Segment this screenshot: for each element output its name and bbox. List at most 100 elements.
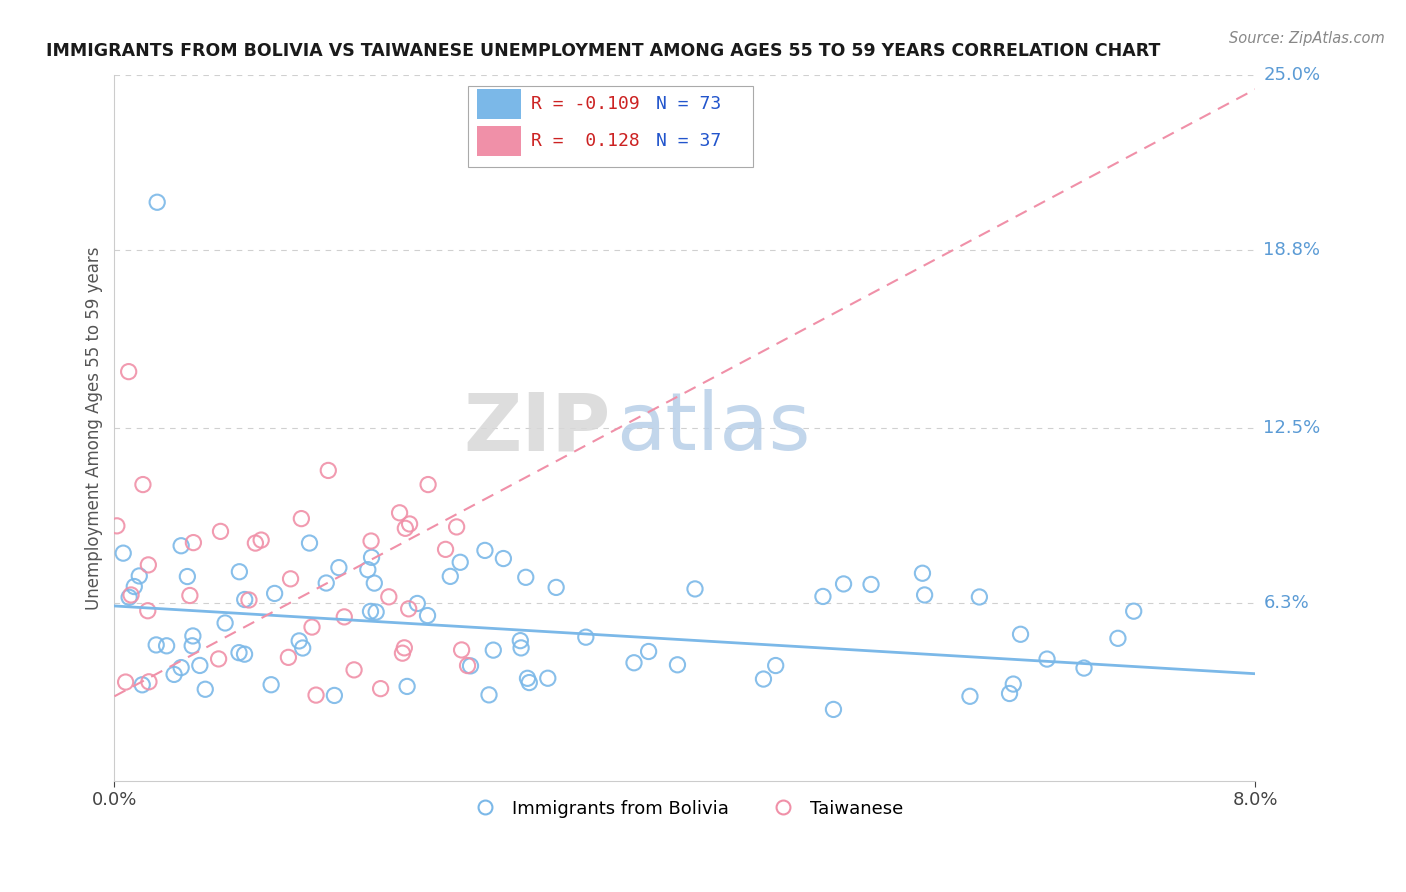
Point	[1073, 661, 1095, 675]
FancyBboxPatch shape	[477, 89, 520, 119]
Text: 12.5%: 12.5%	[1264, 419, 1320, 437]
Point	[315, 576, 337, 591]
Point	[131, 678, 153, 692]
Point	[515, 570, 537, 584]
Point	[170, 539, 193, 553]
Point	[280, 572, 302, 586]
Point	[250, 533, 273, 547]
Point	[245, 536, 267, 550]
Point	[209, 524, 232, 539]
Text: IMMIGRANTS FROM BOLIVIA VS TAIWANESE UNEMPLOYMENT AMONG AGES 55 TO 59 YEARS CORR: IMMIGRANTS FROM BOLIVIA VS TAIWANESE UNE…	[46, 42, 1160, 60]
Point	[290, 511, 312, 525]
Point	[391, 646, 413, 660]
Point	[666, 657, 689, 672]
Text: 25.0%: 25.0%	[1264, 66, 1320, 84]
Point	[277, 650, 299, 665]
Point	[575, 630, 598, 644]
Point	[156, 639, 179, 653]
Point	[457, 658, 479, 673]
Point	[416, 608, 439, 623]
Point	[118, 591, 141, 605]
Point	[301, 620, 323, 634]
Point	[112, 546, 135, 560]
Point	[510, 640, 533, 655]
Text: ZIP: ZIP	[464, 389, 610, 467]
Point	[328, 560, 350, 574]
Point	[546, 581, 568, 595]
Point	[360, 534, 382, 549]
Point	[228, 646, 250, 660]
Point	[238, 593, 260, 607]
Point	[366, 605, 388, 619]
Point	[233, 592, 256, 607]
Point	[120, 588, 142, 602]
Point	[509, 633, 531, 648]
Point	[537, 671, 560, 685]
Point	[637, 644, 659, 658]
Point	[316, 463, 339, 477]
Point	[398, 516, 420, 531]
Point	[406, 597, 429, 611]
Point	[394, 521, 416, 535]
Point	[860, 577, 883, 591]
Point	[207, 652, 229, 666]
Point	[357, 563, 380, 577]
Point	[516, 671, 538, 685]
Point	[370, 681, 392, 696]
Text: 6.3%: 6.3%	[1264, 594, 1309, 612]
Point	[105, 519, 128, 533]
Point	[291, 640, 314, 655]
Text: 18.8%: 18.8%	[1264, 241, 1320, 260]
Legend: Immigrants from Bolivia, Taiwanese: Immigrants from Bolivia, Taiwanese	[460, 792, 910, 825]
Point	[181, 629, 204, 643]
FancyBboxPatch shape	[468, 86, 754, 167]
Point	[263, 586, 285, 600]
Point	[969, 590, 991, 604]
Point	[228, 565, 250, 579]
Point	[305, 688, 328, 702]
Point	[146, 195, 169, 210]
Point	[911, 566, 934, 581]
Point	[114, 675, 136, 690]
Point	[959, 690, 981, 704]
Text: N = 37: N = 37	[657, 132, 721, 150]
Point	[138, 674, 160, 689]
Text: Source: ZipAtlas.com: Source: ZipAtlas.com	[1229, 31, 1385, 46]
Point	[517, 675, 540, 690]
Point	[449, 555, 471, 569]
Point	[323, 689, 346, 703]
Point	[914, 588, 936, 602]
Point	[214, 615, 236, 630]
Point	[1122, 604, 1144, 618]
Point	[416, 477, 439, 491]
Point	[1002, 677, 1025, 691]
Point	[176, 569, 198, 583]
Point	[363, 576, 385, 591]
Point	[832, 577, 855, 591]
Text: R = -0.109: R = -0.109	[531, 95, 640, 113]
Point	[136, 604, 159, 618]
Point	[118, 365, 141, 379]
Point	[823, 702, 845, 716]
Point	[998, 686, 1021, 700]
Point	[623, 656, 645, 670]
Point	[360, 550, 382, 565]
Point	[145, 638, 167, 652]
Point	[260, 678, 283, 692]
Point	[474, 543, 496, 558]
Point	[388, 506, 411, 520]
Point	[378, 590, 401, 604]
Point	[450, 643, 472, 657]
Point	[398, 602, 420, 616]
Point	[170, 660, 193, 674]
Point	[132, 477, 155, 491]
Point	[233, 647, 256, 661]
Point	[179, 589, 201, 603]
Point	[163, 667, 186, 681]
Point	[333, 610, 356, 624]
Point	[752, 672, 775, 686]
Point	[765, 658, 787, 673]
Point	[811, 590, 834, 604]
Point	[1010, 627, 1032, 641]
Y-axis label: Unemployment Among Ages 55 to 59 years: Unemployment Among Ages 55 to 59 years	[86, 246, 103, 610]
